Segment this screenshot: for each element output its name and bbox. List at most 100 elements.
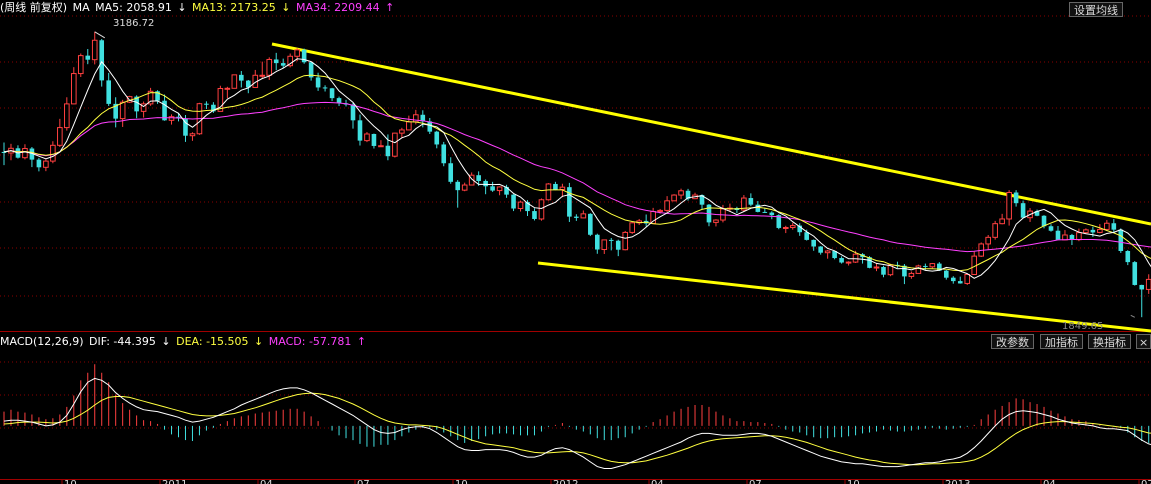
candle-160	[1118, 228, 1124, 253]
candle-27	[189, 132, 196, 141]
candle-37	[259, 61, 266, 79]
candle-35	[246, 79, 251, 94]
candle-body	[964, 273, 971, 284]
candle-112	[782, 225, 789, 234]
candle-131	[915, 264, 922, 274]
dif-value: DIF: -44.395	[89, 335, 156, 348]
candle-body	[595, 234, 600, 250]
candle-body	[350, 104, 356, 121]
candle-6	[43, 159, 49, 172]
candle-110	[769, 211, 775, 220]
candle-68	[476, 171, 481, 186]
candle-body	[420, 114, 426, 122]
candle-66	[461, 182, 468, 192]
trend-lines	[271, 42, 1151, 333]
candle-48	[336, 96, 342, 107]
candle-162	[1132, 261, 1138, 286]
candle-163	[1139, 284, 1145, 318]
candle-body	[1069, 234, 1075, 240]
close-icon[interactable]: ×	[1136, 334, 1151, 349]
ma-settings-button[interactable]: 设置均线	[1069, 2, 1123, 17]
ma5-arrow: ↓	[177, 1, 187, 14]
x-tick-label-10: 04	[1043, 479, 1056, 484]
candle-57	[399, 127, 405, 138]
ma-lines	[3, 31, 1151, 318]
candle-82	[574, 214, 579, 221]
macd-legend: MACD(12,26,9) DIF: -44.395 ↓ DEA: -15.50…	[0, 334, 368, 350]
candle-138	[964, 273, 971, 285]
candle-body	[664, 200, 670, 211]
candle-body	[155, 91, 160, 101]
dea-arrow: ↓	[254, 335, 264, 348]
lower-trend-line	[537, 261, 1151, 333]
add-indicator-button[interactable]: 加指标	[1040, 334, 1083, 349]
candle-135	[944, 270, 949, 280]
candle-body	[1076, 232, 1082, 241]
candle-161	[1125, 250, 1131, 266]
candle-107	[748, 193, 754, 207]
candle-body	[1145, 278, 1151, 290]
candle-body	[273, 59, 279, 64]
candle-25	[176, 113, 181, 122]
candle-body	[43, 160, 49, 168]
candle-19	[134, 95, 139, 119]
candle-body	[64, 103, 70, 129]
candle-body	[601, 239, 608, 251]
candle-76	[532, 208, 537, 221]
candle-55	[385, 134, 391, 161]
candle-body	[280, 63, 286, 66]
candle-body	[134, 96, 139, 112]
candle-body	[468, 174, 475, 186]
macd-panel	[3, 364, 1151, 469]
candle-body	[553, 183, 558, 190]
candle-129	[902, 264, 907, 285]
candle-body	[1055, 230, 1061, 240]
candle-63	[441, 141, 447, 167]
candle-46	[322, 85, 328, 92]
candle-142	[992, 220, 998, 240]
candle-body	[1111, 223, 1117, 230]
candle-99	[692, 192, 698, 200]
candle-body	[378, 145, 384, 148]
candle-body	[657, 209, 663, 213]
dea-value: DEA: -15.505	[176, 335, 249, 348]
candle-body	[902, 265, 907, 277]
candle-body	[685, 190, 691, 199]
candle-body	[699, 195, 705, 205]
candle-36	[252, 69, 259, 88]
candle-85	[595, 233, 600, 254]
candle-body	[1034, 211, 1040, 216]
x-tick-label-1: 2011	[162, 479, 187, 484]
candle-98	[685, 188, 691, 201]
candle-97	[678, 188, 684, 200]
candle-body	[559, 186, 566, 191]
candle-body	[189, 133, 196, 137]
candle-body	[608, 239, 614, 241]
change-params-button[interactable]: 改参数	[991, 334, 1034, 349]
candle-159	[1111, 218, 1117, 233]
candle-body	[483, 180, 488, 187]
candle-body	[748, 198, 754, 205]
candle-body	[50, 144, 56, 162]
candle-body	[957, 281, 963, 284]
candle-125	[873, 262, 880, 272]
candle-70	[490, 181, 495, 192]
candle-body	[852, 253, 859, 263]
ma13-value: MA13: 2173.25	[192, 1, 276, 14]
candle-52	[364, 132, 370, 143]
candle-140	[978, 242, 985, 257]
candle-128	[895, 261, 900, 268]
x-tick-label-4: 10	[455, 479, 468, 484]
candle-body	[985, 236, 991, 245]
candle-body	[797, 225, 803, 233]
candle-body	[937, 263, 942, 271]
switch-indicator-button[interactable]: 换指标	[1088, 334, 1131, 349]
candle-15	[106, 72, 111, 107]
candle-body	[448, 163, 454, 182]
candle-155	[1083, 228, 1089, 234]
dif-arrow: ↓	[161, 335, 171, 348]
candle-145	[1013, 190, 1019, 207]
candle-body	[147, 90, 154, 105]
candle-150	[1048, 224, 1054, 232]
